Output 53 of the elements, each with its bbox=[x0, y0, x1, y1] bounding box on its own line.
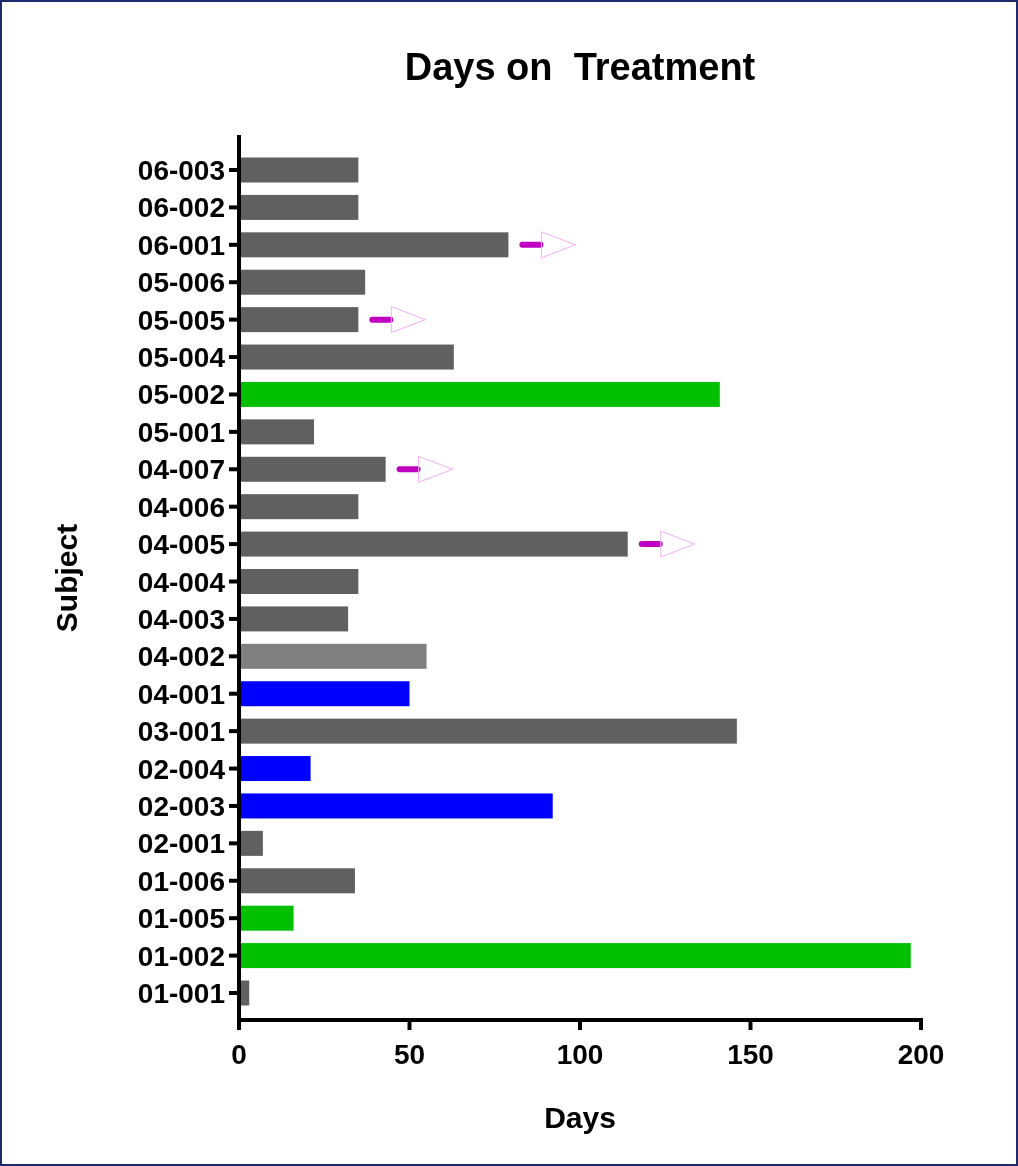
bar bbox=[239, 718, 737, 744]
bar bbox=[239, 756, 311, 782]
y-tick-label: 05-002 bbox=[137, 379, 225, 411]
y-tick-label: 05-001 bbox=[137, 416, 225, 448]
bar bbox=[239, 307, 359, 333]
y-tick-label: 01-001 bbox=[137, 978, 225, 1009]
bar bbox=[239, 157, 359, 183]
y-tick-label: 04-004 bbox=[137, 566, 226, 598]
bar bbox=[239, 194, 359, 220]
y-tick-label: 06-002 bbox=[137, 192, 225, 224]
y-tick-label: 02-004 bbox=[137, 753, 226, 785]
bar bbox=[239, 943, 911, 969]
x-tick-label: 150 bbox=[727, 1039, 774, 1070]
bar bbox=[239, 643, 427, 669]
bar bbox=[239, 381, 720, 407]
y-tick-label: 04-006 bbox=[137, 491, 225, 523]
y-tick-label: 04-003 bbox=[137, 603, 225, 635]
y-axis-title: Subject bbox=[50, 523, 83, 633]
bar bbox=[239, 905, 294, 931]
bar bbox=[239, 681, 410, 707]
y-tick-label: 04-005 bbox=[137, 529, 225, 561]
bar bbox=[239, 494, 359, 520]
bar bbox=[239, 868, 355, 894]
y-tick-label: 01-006 bbox=[137, 865, 225, 897]
y-tick-label: 02-003 bbox=[137, 790, 225, 822]
chart-title: Days on Treatment bbox=[404, 46, 756, 88]
y-tick-label: 04-007 bbox=[137, 454, 225, 486]
bar bbox=[239, 569, 359, 594]
y-tick-label: 02-001 bbox=[137, 828, 225, 860]
y-tick-label: 06-003 bbox=[137, 155, 225, 186]
x-tick-label: 200 bbox=[897, 1039, 945, 1070]
bar bbox=[239, 456, 386, 482]
y-tick-label: 05-006 bbox=[137, 267, 225, 299]
bar bbox=[239, 793, 553, 819]
bar bbox=[239, 830, 263, 856]
y-tick-label: 06-001 bbox=[137, 229, 225, 261]
bar bbox=[239, 344, 454, 370]
bar bbox=[239, 269, 366, 295]
bar bbox=[239, 232, 509, 258]
y-tick-label: 03-001 bbox=[137, 716, 225, 748]
y-tick-label: 05-005 bbox=[137, 304, 225, 336]
y-tick-label: 04-001 bbox=[137, 678, 225, 710]
x-tick-label: 100 bbox=[556, 1039, 604, 1070]
x-tick-label: 0 bbox=[231, 1039, 247, 1070]
y-tick-label: 04-002 bbox=[137, 641, 225, 673]
x-axis-title: Days bbox=[544, 1101, 616, 1134]
y-tick-label: 01-002 bbox=[137, 940, 225, 972]
y-tick-label: 01-005 bbox=[137, 903, 225, 935]
x-tick-label: 50 bbox=[393, 1039, 426, 1070]
y-tick-label: 05-004 bbox=[137, 342, 226, 374]
bar bbox=[239, 531, 628, 557]
bar bbox=[239, 419, 315, 445]
bar bbox=[239, 606, 349, 632]
